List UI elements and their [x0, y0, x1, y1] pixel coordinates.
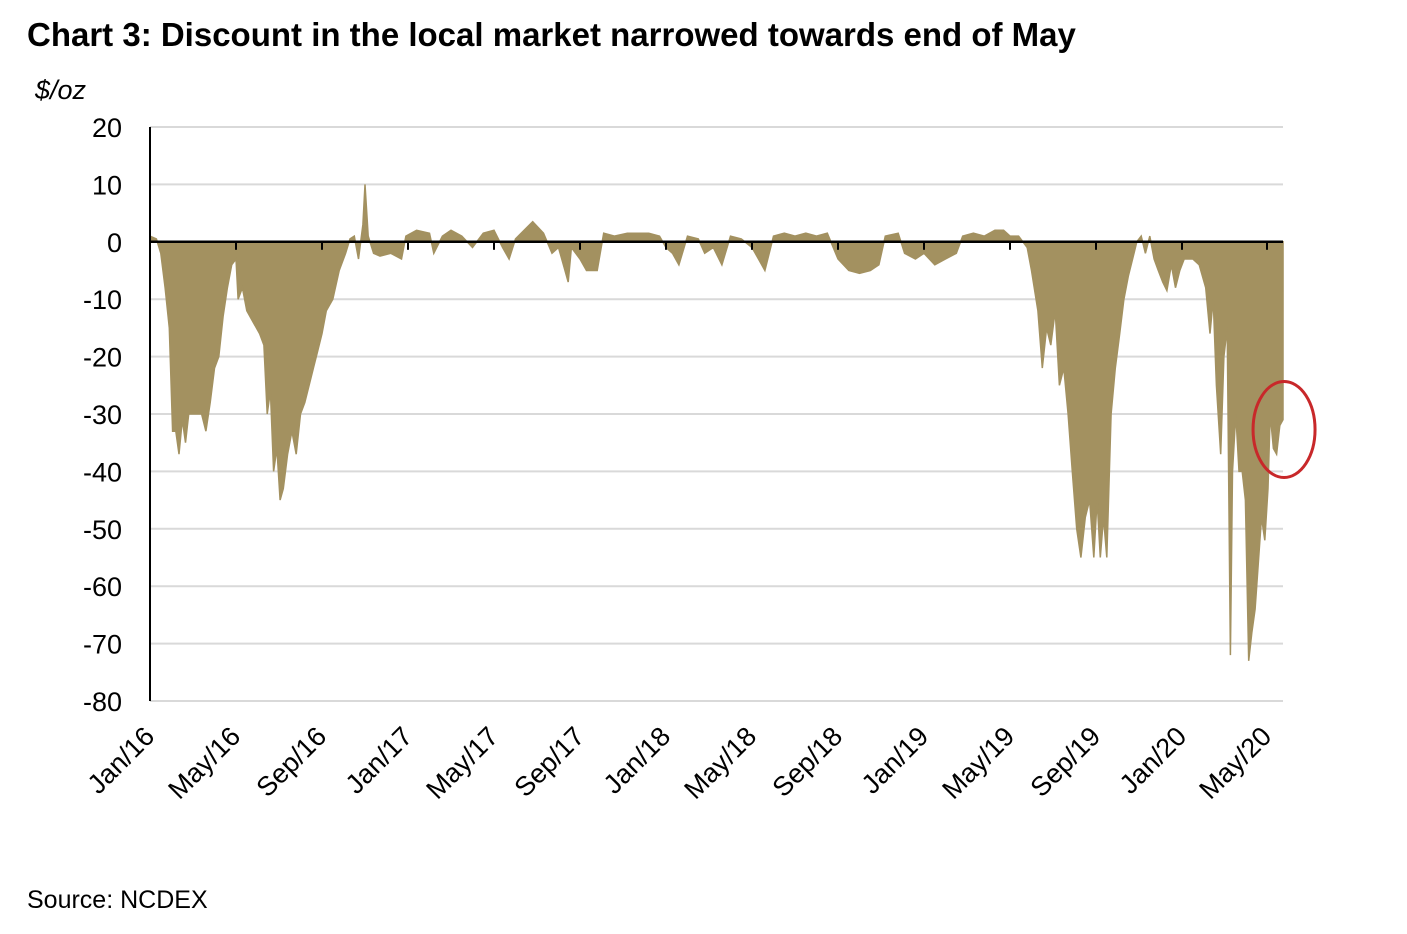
y-tick-label: -20 — [83, 343, 122, 373]
y-tick-label: 0 — [107, 228, 122, 258]
y-tick-label: -70 — [83, 630, 122, 660]
y-tick-label: -40 — [83, 457, 122, 487]
y-tick-label: -10 — [83, 285, 122, 315]
x-tick-label: May/18 — [678, 721, 762, 805]
y-axis-label: $/oz — [35, 75, 87, 105]
x-tick-label: Sep/16 — [251, 721, 333, 803]
y-tick-label: 20 — [92, 113, 122, 143]
y-tick-label: -80 — [83, 687, 122, 717]
highlight-ellipse — [1251, 379, 1317, 479]
x-tick-label: Jan/20 — [1114, 721, 1193, 800]
x-tick-label: May/19 — [936, 721, 1020, 805]
y-tick-label: -50 — [83, 515, 122, 545]
x-tick-label: Jan/16 — [82, 721, 161, 800]
x-tick-label: Sep/17 — [509, 721, 591, 803]
x-tick-label: May/16 — [162, 721, 246, 805]
series-area — [149, 184, 1284, 661]
x-tick-label: Sep/18 — [767, 721, 849, 803]
x-tick-label: Jan/18 — [598, 721, 677, 800]
x-tick-label: Sep/19 — [1025, 721, 1107, 803]
y-tick-label: -60 — [83, 572, 122, 602]
chart-title: Chart 3: Discount in the local market na… — [27, 16, 1076, 53]
y-tick-label: -30 — [83, 400, 122, 430]
x-tick-label: Jan/17 — [340, 721, 419, 800]
y-tick-label: 10 — [92, 170, 122, 200]
x-tick-label: May/17 — [420, 721, 504, 805]
x-tick-label: May/20 — [1193, 721, 1277, 805]
source-note: Source: NCDEX — [27, 886, 208, 914]
x-tick-label: Jan/19 — [856, 721, 935, 800]
